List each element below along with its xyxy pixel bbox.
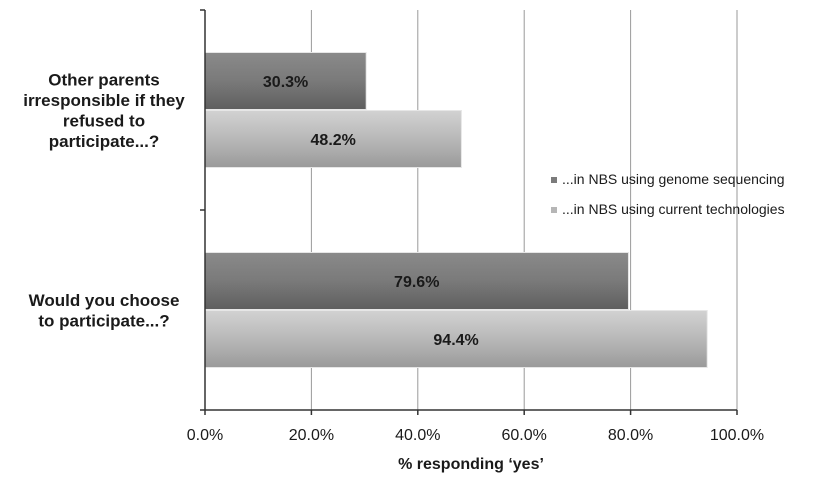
axes: [200, 9, 738, 415]
category-label: Would you choose: [29, 291, 180, 310]
legend-label: ...in NBS using genome sequencing: [562, 171, 785, 187]
category-label: to participate...?: [38, 311, 169, 330]
x-tick-label: 40.0%: [395, 427, 440, 444]
category-labels: Other parents irresponsible if theyrefuse…: [23, 70, 185, 330]
x-axis-label: % responding ‘yes’: [398, 456, 544, 473]
x-tick-label: 100.0%: [710, 427, 764, 444]
x-tick-label: 20.0%: [289, 427, 334, 444]
x-tick-label: 80.0%: [608, 427, 653, 444]
legend-swatch: [551, 177, 557, 183]
bar: [204, 52, 367, 110]
category-label: irresponsible if they: [23, 91, 185, 110]
category-label: Other parents: [48, 70, 159, 89]
legend-label: ...in NBS using current technologies: [562, 201, 785, 217]
x-tick-label: 60.0%: [502, 427, 547, 444]
data-label: 94.4%: [433, 332, 478, 349]
bar: [204, 310, 708, 368]
category-label: refused to: [63, 111, 145, 130]
x-tick-labels: 0.0% 20.0% 40.0% 60.0% 80.0% 100.0%: [187, 427, 764, 444]
bar: [204, 110, 462, 168]
data-label: 79.6%: [394, 274, 439, 291]
bar: [204, 252, 629, 310]
bars: 30.3% 48.2% 79.6% 94.4%: [204, 52, 708, 368]
legend: ...in NBS using genome sequencing ...in N…: [551, 171, 785, 217]
legend-swatch: [551, 207, 557, 213]
category-label: participate...?: [49, 132, 160, 151]
data-label: 30.3%: [263, 74, 308, 91]
x-tick-label: 0.0%: [187, 427, 223, 444]
data-label: 48.2%: [311, 132, 356, 149]
